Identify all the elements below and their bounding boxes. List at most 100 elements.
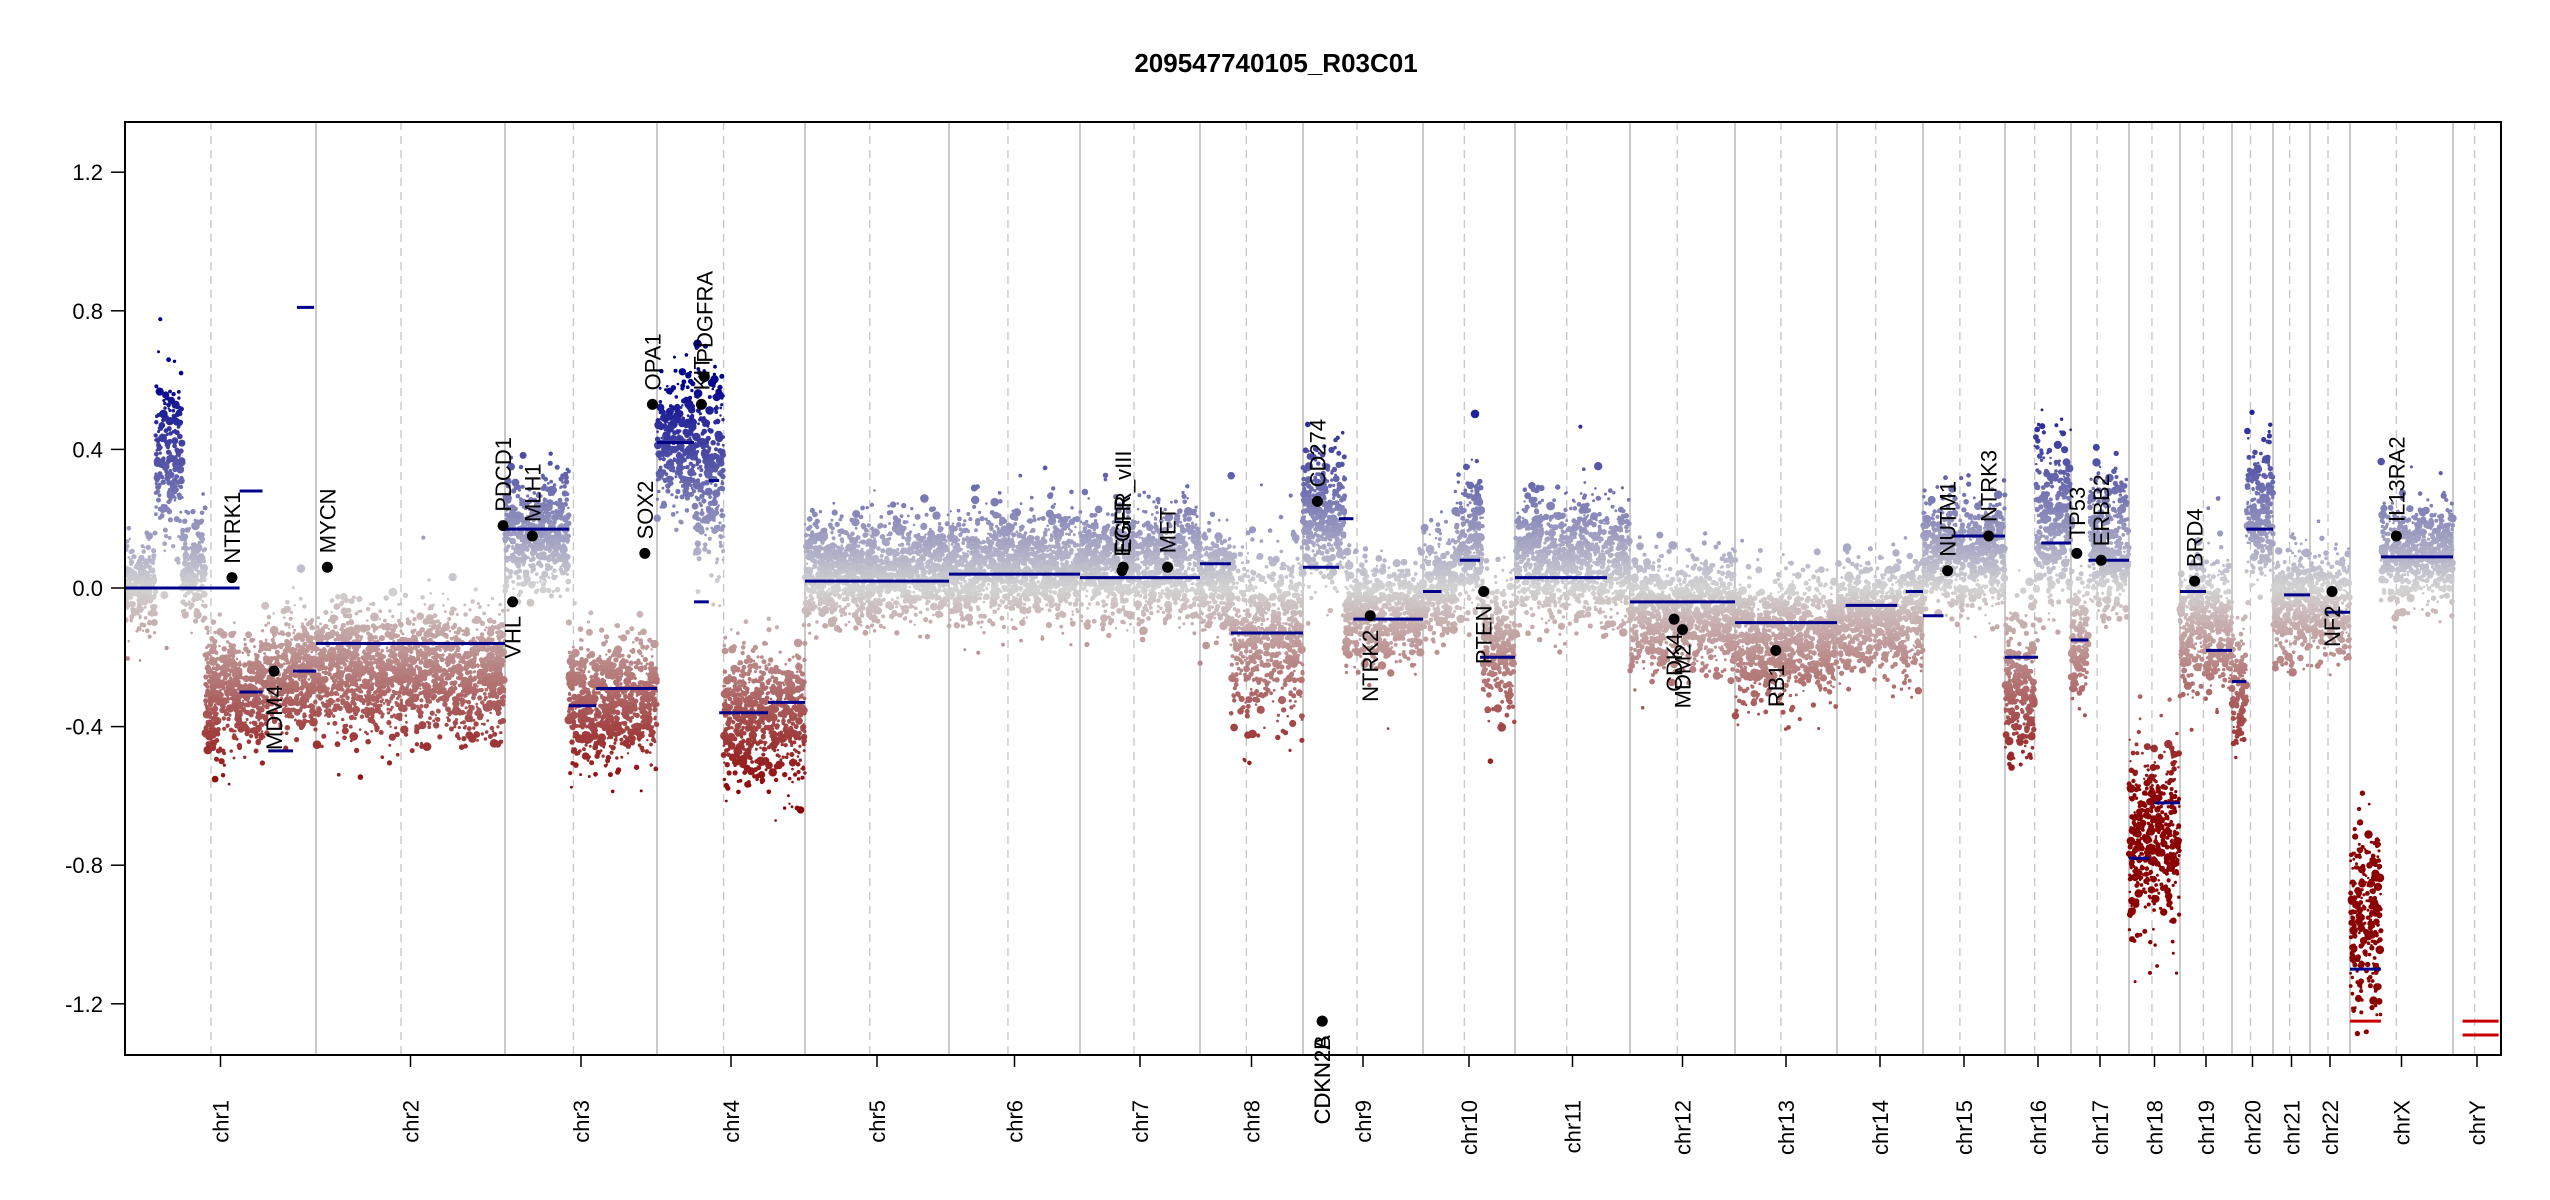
probe-point: [593, 743, 596, 746]
probe-point: [560, 549, 565, 555]
probe-point: [395, 671, 398, 674]
probe-point: [291, 586, 295, 590]
probe-point: [144, 628, 150, 634]
probe-point: [216, 628, 225, 636]
probe-point: [264, 638, 268, 642]
probe-point: [232, 630, 237, 636]
probe-point: [335, 697, 341, 703]
probe-point: [178, 484, 184, 490]
probe-point: [155, 456, 160, 461]
probe-point: [319, 648, 323, 652]
probe-point: [489, 673, 495, 678]
probe-point: [198, 562, 203, 567]
probe-point: [371, 601, 376, 607]
probe-point: [230, 691, 235, 697]
probe-point: [490, 625, 494, 629]
probe-point: [554, 586, 561, 593]
probe-point: [480, 732, 484, 736]
probe-point: [508, 574, 513, 579]
probe-point: [415, 648, 418, 651]
probe-point: [448, 726, 454, 732]
probe-point: [558, 594, 563, 599]
probe-point: [464, 666, 467, 670]
probe-point: [436, 708, 441, 714]
probe-point: [330, 686, 335, 691]
probe-point: [261, 601, 270, 610]
probe-point: [307, 620, 311, 624]
probe-point: [569, 653, 576, 660]
probe-point: [228, 676, 233, 680]
probe-point: [548, 451, 553, 456]
probe-point: [427, 725, 432, 729]
probe-point: [601, 696, 606, 701]
probe-point: [503, 659, 506, 663]
probe-point: [605, 712, 611, 717]
probe-point: [579, 689, 586, 696]
probe-point: [359, 714, 365, 719]
probe-point: [484, 687, 489, 692]
probe-point: [396, 634, 401, 638]
probe-point: [591, 690, 596, 695]
probe-point: [141, 549, 146, 554]
probe-point: [171, 417, 177, 424]
probe-point: [155, 387, 164, 396]
probe-point: [232, 621, 236, 625]
probe-point: [342, 724, 347, 729]
probe-point: [306, 704, 310, 709]
probe-point: [394, 731, 400, 738]
probe-point: [178, 370, 184, 376]
probe-point: [151, 567, 155, 571]
probe-point: [233, 707, 239, 713]
probe-point: [435, 619, 440, 624]
probe-point: [157, 426, 162, 431]
probe-point: [261, 675, 265, 679]
probe-point: [561, 543, 566, 547]
probe-point: [181, 599, 186, 604]
probe-point: [465, 656, 469, 660]
probe-point: [453, 625, 457, 629]
probe-point: [168, 389, 172, 394]
probe-point: [336, 731, 339, 734]
probe-point: [559, 565, 563, 569]
probe-point: [586, 648, 590, 652]
probe-point: [217, 675, 221, 678]
probe-point: [164, 395, 170, 401]
probe-point: [486, 638, 491, 643]
probe-point: [428, 716, 432, 720]
probe-point: [431, 666, 440, 674]
probe-point: [577, 698, 582, 704]
probe-point: [355, 688, 359, 692]
probe-point: [323, 610, 329, 615]
probe-point: [438, 697, 442, 702]
probe-point: [607, 717, 612, 722]
probe-point: [252, 720, 258, 727]
probe-point: [429, 710, 435, 716]
probe-point: [473, 671, 476, 674]
probe-point: [501, 608, 505, 613]
probe-point: [346, 665, 350, 669]
probe-point: [615, 756, 619, 760]
probe-point: [166, 508, 173, 515]
probe-point: [286, 694, 289, 697]
probe-point: [636, 610, 644, 618]
probe-point: [357, 609, 361, 613]
probe-point: [213, 630, 217, 635]
probe-point: [452, 699, 460, 708]
probe-point: [210, 619, 217, 625]
probe-point: [296, 564, 306, 573]
probe-point: [301, 622, 304, 626]
probe-point: [131, 609, 135, 613]
probe-point: [250, 676, 257, 682]
probe-point: [554, 509, 560, 515]
probe-point: [448, 629, 452, 633]
probe-point: [177, 409, 181, 413]
probe-point: [353, 648, 358, 654]
probe-point: [595, 710, 600, 715]
probe-point: [237, 672, 243, 678]
probe-point: [246, 739, 252, 744]
probe-point: [414, 679, 417, 682]
probe-point: [171, 391, 176, 397]
probe-point: [655, 723, 659, 727]
probe-point: [229, 657, 236, 664]
probe-point: [225, 724, 230, 728]
